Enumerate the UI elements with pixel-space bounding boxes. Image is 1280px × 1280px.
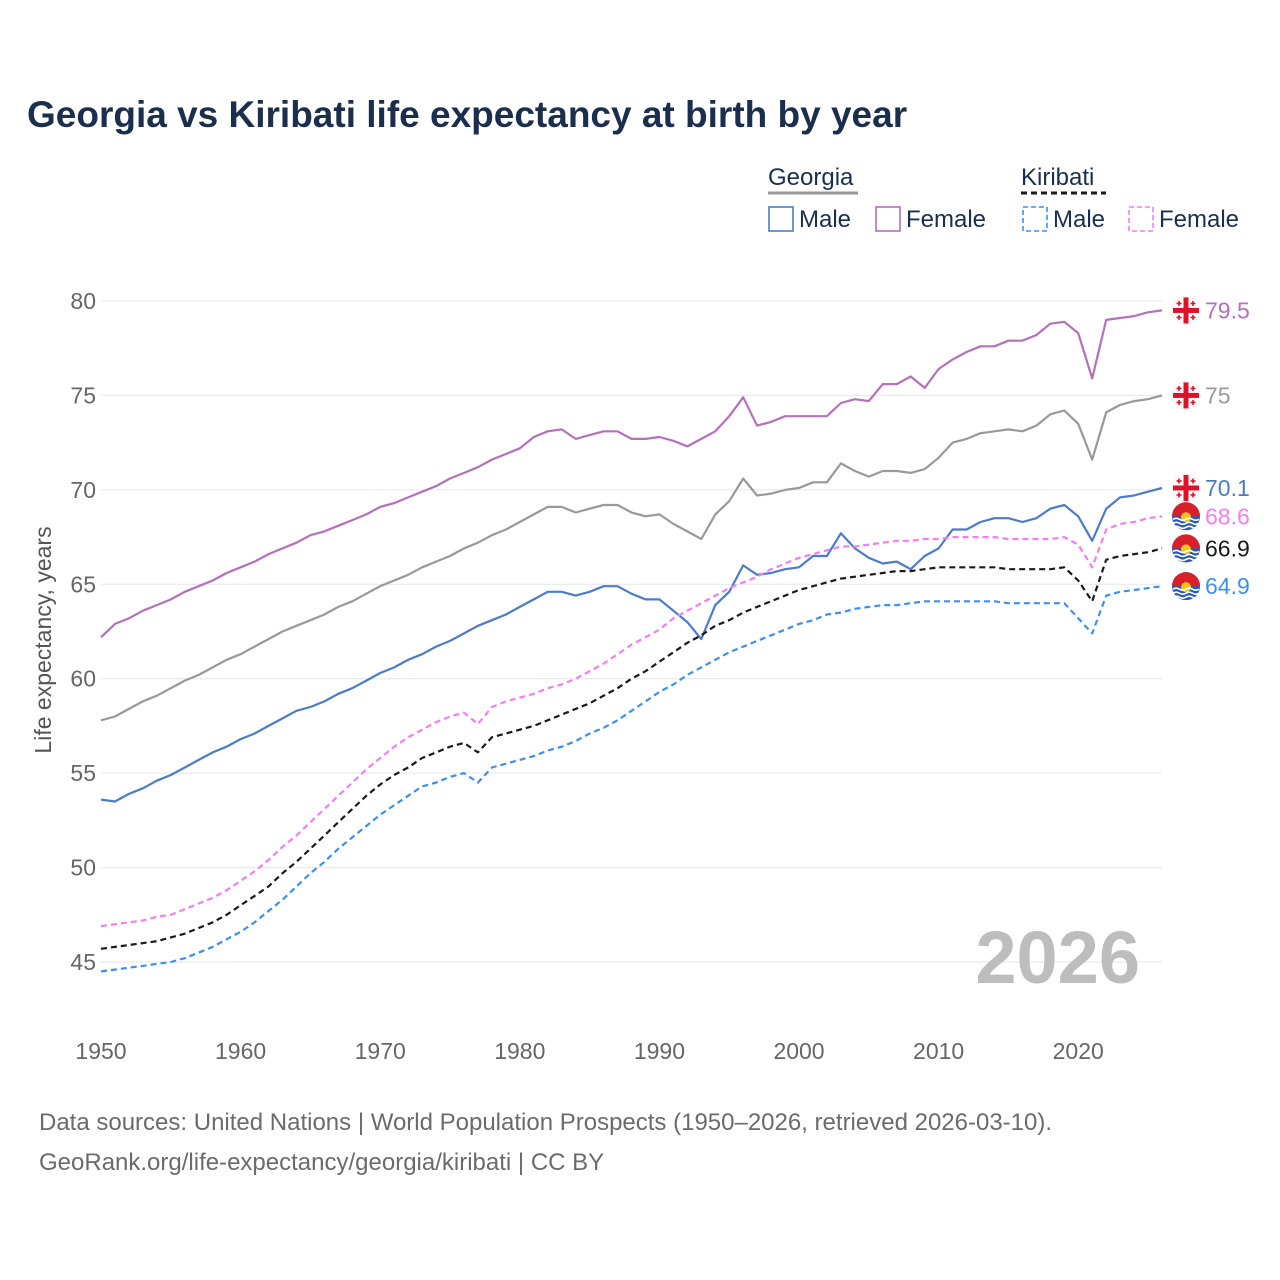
x-tick-label-1950: 1950 [75, 1038, 126, 1064]
y-tick-label-75: 75 [70, 382, 96, 408]
legend-label-kiribati-male: Male [1053, 206, 1105, 233]
legend-swatch-kiribati-male [1022, 206, 1048, 232]
year-watermark: 2026 [975, 916, 1140, 999]
end-label-georgia-male: 70.1 [1205, 475, 1250, 501]
y-tick-label-45: 45 [70, 949, 96, 975]
end-labels: 79.5 75 70.168.6 66.9 64.9 [1171, 295, 1250, 601]
y-tick-label-70: 70 [70, 477, 96, 503]
legend-swatch-georgia-male [768, 206, 794, 232]
legend-label-georgia-male: Male [799, 206, 851, 233]
x-axis-ticks: 1950 1960 1970 1980 1990 2000 2010 2020 [75, 1038, 1103, 1064]
y-tick-label-60: 60 [70, 666, 96, 692]
x-tick-label-2010: 2010 [913, 1038, 964, 1064]
x-tick-label-1960: 1960 [215, 1038, 266, 1064]
y-tick-label-80: 80 [70, 288, 96, 314]
y-tick-label-55: 55 [70, 760, 96, 786]
end-label-kiribati-male: 64.9 [1205, 573, 1250, 599]
y-tick-label-50: 50 [70, 855, 96, 881]
end-label-georgia-total: 75 [1205, 382, 1231, 408]
series-line-kiribati-total [100, 547, 1163, 950]
flag-icon-georgia [1171, 295, 1201, 325]
y-tick-label-65: 65 [70, 571, 96, 597]
legend-label-kiribati-female: Female [1159, 206, 1239, 233]
x-tick-label-1970: 1970 [355, 1038, 406, 1064]
legend-group-georgia-title: Georgia [768, 164, 854, 191]
x-tick-label-2000: 2000 [773, 1038, 824, 1064]
legend-label-georgia-female: Female [906, 206, 986, 233]
legend-swatch-kiribati-female [1128, 206, 1154, 232]
series-line-georgia-total [100, 394, 1163, 722]
chart-title: Georgia vs Kiribati life expectancy at b… [27, 94, 908, 135]
flag-icon-kiribati [1172, 502, 1200, 531]
legend-group-kiribati-title: Kiribati [1021, 164, 1094, 191]
gridlines [101, 300, 1162, 963]
series-line-georgia-male [100, 486, 1163, 803]
x-tick-label-1980: 1980 [494, 1038, 545, 1064]
end-label-kiribati-female: 68.6 [1205, 503, 1250, 529]
flag-icon-georgia [1171, 473, 1201, 503]
legend-swatch-georgia-female [875, 206, 901, 232]
footer-sources: Data sources: United Nations | World Pop… [39, 1109, 1053, 1136]
flag-icon-kiribati [1172, 534, 1200, 563]
y-axis-ticks: 45 50 55 60 65 70 75 80 [70, 288, 96, 975]
legend: Georgia Male Female Kiribati Male Female [768, 164, 1239, 233]
flag-icon-georgia [1171, 380, 1201, 410]
series-line-kiribati-female [100, 515, 1163, 928]
flag-icon-kiribati [1172, 572, 1200, 601]
footer: Data sources: United Nations | World Pop… [39, 1103, 1052, 1183]
series-line-kiribati-male [100, 585, 1163, 973]
x-tick-label-1990: 1990 [634, 1038, 685, 1064]
end-label-kiribati-total: 66.9 [1205, 535, 1250, 561]
chart-canvas: Georgia Male Female Kiribati Male Female… [30, 164, 1250, 1064]
footer-attribution: GeoRank.org/life-expectancy/georgia/kiri… [39, 1149, 605, 1176]
end-label-georgia-female: 79.5 [1205, 297, 1250, 323]
x-tick-label-2020: 2020 [1053, 1038, 1104, 1064]
y-axis-label: Life expectancy, years [30, 526, 56, 753]
series-line-georgia-female [100, 309, 1163, 638]
series-lines [100, 309, 1163, 973]
